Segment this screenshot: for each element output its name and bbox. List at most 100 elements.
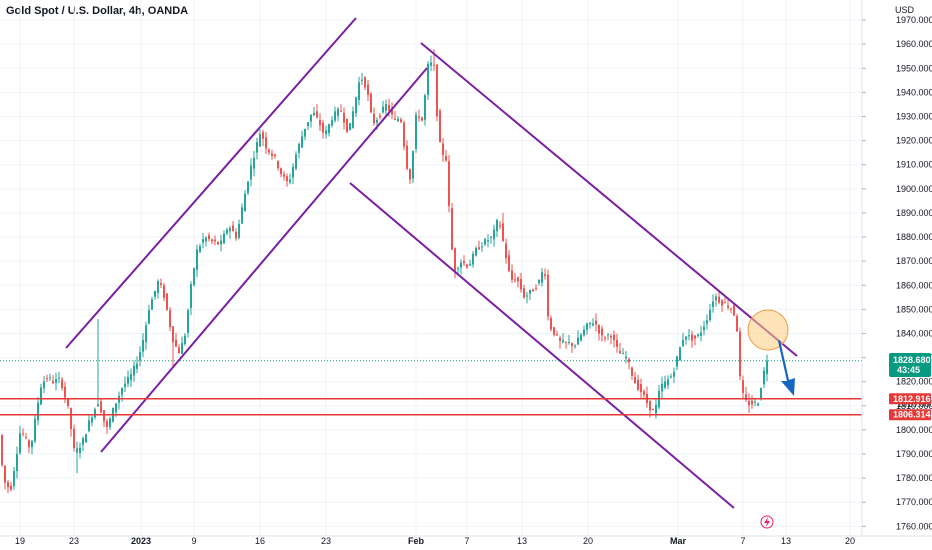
y-tick-label: 1870.000 [896, 256, 932, 266]
candle-body [634, 377, 636, 384]
y-tick-label: 1850.000 [896, 304, 932, 314]
candle-body [487, 240, 489, 242]
candle-body [307, 122, 309, 127]
candle-body [373, 113, 375, 124]
candle-body [640, 384, 642, 393]
candle-body [520, 279, 522, 290]
candle-body [493, 229, 495, 240]
y-tick-label: 1910.000 [896, 160, 932, 170]
chart-title: Gold Spot / U.S. Dollar, 4h, OANDA [6, 5, 189, 17]
candle-body [703, 326, 705, 331]
candle-body [256, 142, 258, 153]
x-tick-label: 7 [464, 536, 469, 546]
candle-body [742, 380, 744, 393]
candle-body [709, 310, 711, 321]
candle-body [736, 316, 738, 332]
candle-body [718, 296, 720, 303]
x-tick-label: Mar [670, 536, 687, 546]
candle-body [295, 154, 297, 169]
candle-body [277, 161, 279, 169]
candle-body [268, 149, 270, 153]
highlight-circle[interactable] [747, 309, 789, 351]
candle-body [613, 334, 615, 340]
candle-body [301, 136, 303, 148]
candle-body [331, 120, 333, 126]
candle-body [577, 337, 579, 345]
candle-body [619, 350, 621, 354]
candle-body [442, 143, 444, 155]
candle-body [745, 394, 747, 400]
candle-body [145, 325, 147, 343]
candle-body [508, 255, 510, 272]
candle-body [532, 289, 534, 292]
candle-body [37, 402, 39, 421]
ascending-channel-upper[interactable] [65, 17, 357, 349]
descending-channel-upper[interactable] [420, 42, 798, 357]
candle-body [115, 403, 117, 413]
candle-body [451, 208, 453, 250]
time-axis[interactable]: 19 23 2023 9 16 23 Feb 7 13 20 Mar 7 13 20 [15, 536, 855, 546]
candle-body [571, 343, 573, 347]
candle-body [541, 272, 543, 283]
ascending-channel-lower[interactable] [100, 67, 428, 453]
candle-body [367, 84, 369, 96]
candle-body [289, 179, 291, 183]
candle-body [187, 310, 189, 333]
candle-body [592, 323, 594, 326]
candle-body [313, 112, 315, 116]
candle-body [286, 176, 288, 182]
candle-body [538, 279, 540, 284]
candle-body [130, 374, 132, 380]
candle-body [73, 428, 75, 449]
candle-body [664, 381, 666, 388]
candle-body [469, 264, 471, 266]
candle-body [58, 377, 60, 379]
x-tick-label: Feb [408, 536, 425, 546]
candle-body [250, 165, 252, 180]
candle-body [565, 341, 567, 343]
candle-body [418, 116, 420, 118]
candle-body [199, 246, 201, 252]
y-tick-label: 1860.000 [896, 280, 932, 290]
candle-body [688, 335, 690, 337]
candle-body [505, 243, 507, 259]
candle-body [172, 326, 174, 343]
support-tag-1806-label: 1806.314 [893, 410, 931, 420]
descending-channel-lower[interactable] [349, 182, 735, 509]
candle-body [628, 359, 630, 363]
candle-body [460, 262, 462, 268]
candle-body [355, 97, 357, 114]
candle-body [319, 120, 321, 126]
y-tick-label: 1780.000 [896, 473, 932, 483]
candle-body [415, 114, 417, 149]
candle-body [127, 377, 129, 384]
candle-body [580, 334, 582, 341]
candle-body [220, 240, 222, 245]
candle-body [379, 115, 381, 118]
candle-body [724, 302, 726, 304]
candle-body [511, 270, 513, 280]
drawings [0, 17, 862, 509]
candle-body [40, 387, 42, 405]
candle-body [523, 288, 525, 298]
candle-body [715, 296, 717, 301]
down-arrow[interactable] [778, 340, 795, 396]
candle-body [43, 381, 45, 389]
candle-body [7, 482, 9, 488]
candle-body [196, 249, 198, 270]
candle-body [637, 380, 639, 390]
candle-body [616, 339, 618, 347]
candle-body [499, 225, 501, 227]
candle-body [316, 111, 318, 118]
lightning-icon[interactable] [760, 515, 774, 529]
candle-body [76, 448, 78, 453]
candle-body [478, 247, 480, 250]
candle-body [157, 280, 159, 293]
candle-body [739, 331, 741, 377]
candle-body [544, 274, 546, 276]
candle-body [70, 408, 72, 430]
candle-body [16, 453, 18, 472]
support-tag-1812: 1812.916 [889, 393, 931, 405]
candle-body [52, 380, 54, 383]
